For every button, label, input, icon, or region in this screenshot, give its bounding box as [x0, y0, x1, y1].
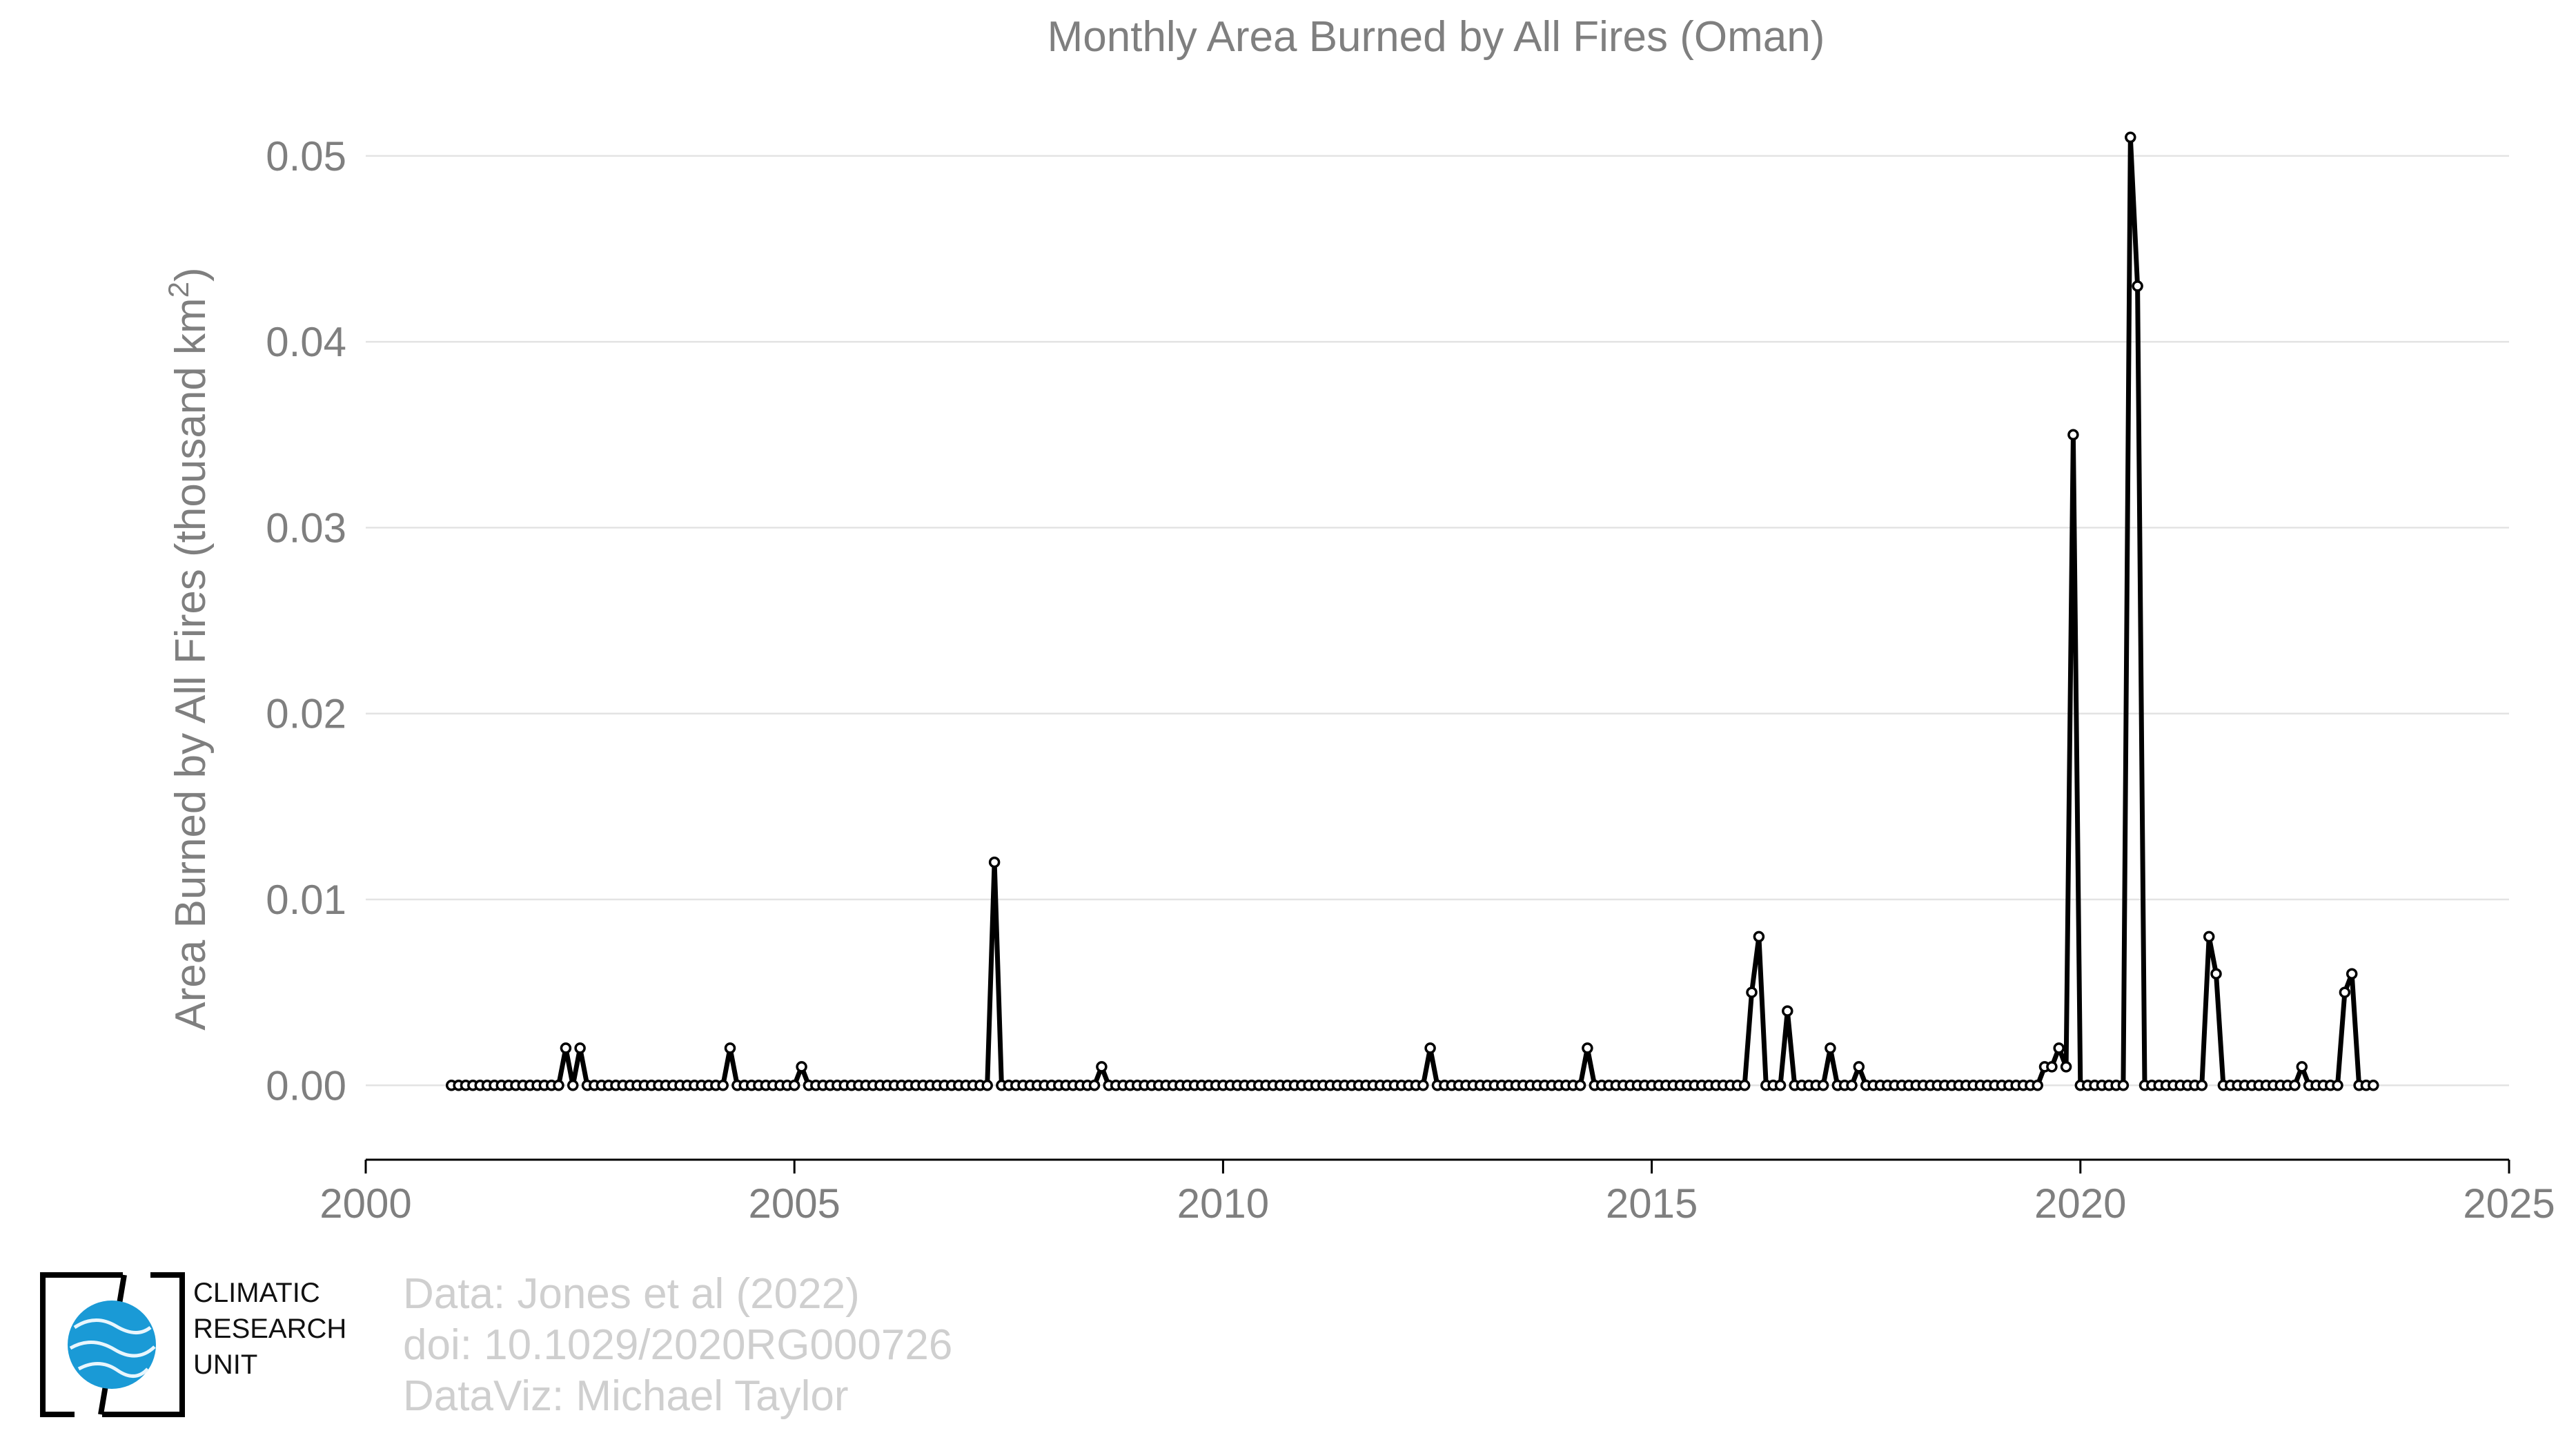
data-point [2210, 968, 2222, 980]
x-axis-ticks: 2000 2005 2010 2015 2020 2025 [319, 1160, 2555, 1227]
data-point [2332, 1080, 2343, 1091]
data-point [1417, 1080, 1429, 1091]
data-point [2203, 931, 2215, 943]
y-axis-label-close: ) [167, 267, 215, 282]
data-point [796, 1061, 807, 1073]
data-point [1574, 1080, 1586, 1091]
x-tick-label: 2015 [1606, 1180, 1698, 1227]
data-point [2067, 429, 2079, 441]
y-tick-label: 0.04 [266, 319, 346, 365]
data-point [1846, 1080, 1858, 1091]
data-point [2053, 1042, 2065, 1054]
data-point [988, 856, 1001, 868]
data-point [717, 1080, 729, 1091]
x-tick-label: 2025 [2463, 1180, 2555, 1227]
y-tick-label: 0.05 [266, 133, 346, 179]
data-point [2196, 1080, 2208, 1091]
chart-area: Monthly Area Burned by All Fires (Oman) … [162, 13, 2555, 1227]
data-point [1088, 1080, 1101, 1091]
data-point [1817, 1080, 1829, 1091]
logo-text: CLIMATIC RESEARCH UNIT [193, 1275, 346, 1383]
credits: Data: Jones et al (2022) doi: 10.1029/20… [403, 1269, 952, 1422]
data-points [445, 131, 2379, 1091]
data-point [1782, 1005, 1793, 1017]
data-point [1746, 986, 1758, 998]
data-point [2339, 986, 2351, 998]
credit-dataviz: DataViz: Michael Taylor [403, 1372, 849, 1420]
data-point [1753, 931, 1765, 943]
data-point [1582, 1042, 1593, 1054]
data-point [788, 1080, 800, 1091]
data-point [2132, 280, 2143, 292]
y-axis-label: Area Burned by All Fires (thousand km2) [162, 267, 215, 1030]
data-point [2117, 1080, 2130, 1091]
series-line [451, 135, 2374, 1088]
data-point [981, 1080, 993, 1091]
cru-logo: CLIMATIC RESEARCH UNIT [40, 1272, 364, 1417]
data-point [553, 1080, 564, 1091]
credit-data-source: Data: Jones et al (2022) [403, 1270, 860, 1318]
chart-title: Monthly Area Burned by All Fires (Oman) [1048, 13, 1825, 61]
y-tick-label: 0.03 [266, 505, 346, 551]
data-point [1853, 1061, 1865, 1073]
data-point [2060, 1061, 2072, 1073]
x-tick-label: 2005 [748, 1180, 840, 1227]
data-point [2125, 131, 2136, 144]
y-axis-label-superscript: 2 [162, 282, 195, 298]
data-point [1774, 1080, 1787, 1091]
x-tick-label: 2010 [1177, 1180, 1269, 1227]
y-tick-labels: 0.00 0.01 0.02 0.03 0.04 0.05 [266, 133, 346, 1109]
x-tick-label: 2000 [319, 1180, 411, 1227]
globe-icon [40, 1272, 185, 1417]
logo-line-1: CLIMATIC [193, 1278, 320, 1308]
data-point [2046, 1061, 2058, 1073]
data-point [567, 1080, 579, 1091]
data-point [560, 1042, 572, 1054]
data-point [724, 1042, 736, 1054]
y-tick-label: 0.00 [266, 1062, 346, 1109]
data-point [1424, 1042, 1436, 1054]
y-tick-label: 0.01 [266, 877, 346, 923]
data-point [1096, 1061, 1108, 1073]
logo-line-2: RESEARCH [193, 1314, 347, 1344]
data-point [2032, 1080, 2043, 1091]
x-tick-label: 2020 [2034, 1180, 2126, 1227]
logo-line-3: UNIT [193, 1350, 258, 1380]
credit-doi: doi: 10.1029/2020RG000726 [403, 1321, 953, 1369]
data-point [2368, 1080, 2379, 1091]
gridlines [366, 155, 2509, 1087]
y-tick-label: 0.02 [266, 691, 346, 737]
data-point [2289, 1080, 2301, 1091]
data-point [2296, 1061, 2308, 1073]
data-point [1738, 1080, 1751, 1091]
data-point [574, 1042, 586, 1054]
data-point [1825, 1042, 1836, 1054]
data-point [2346, 968, 2358, 980]
